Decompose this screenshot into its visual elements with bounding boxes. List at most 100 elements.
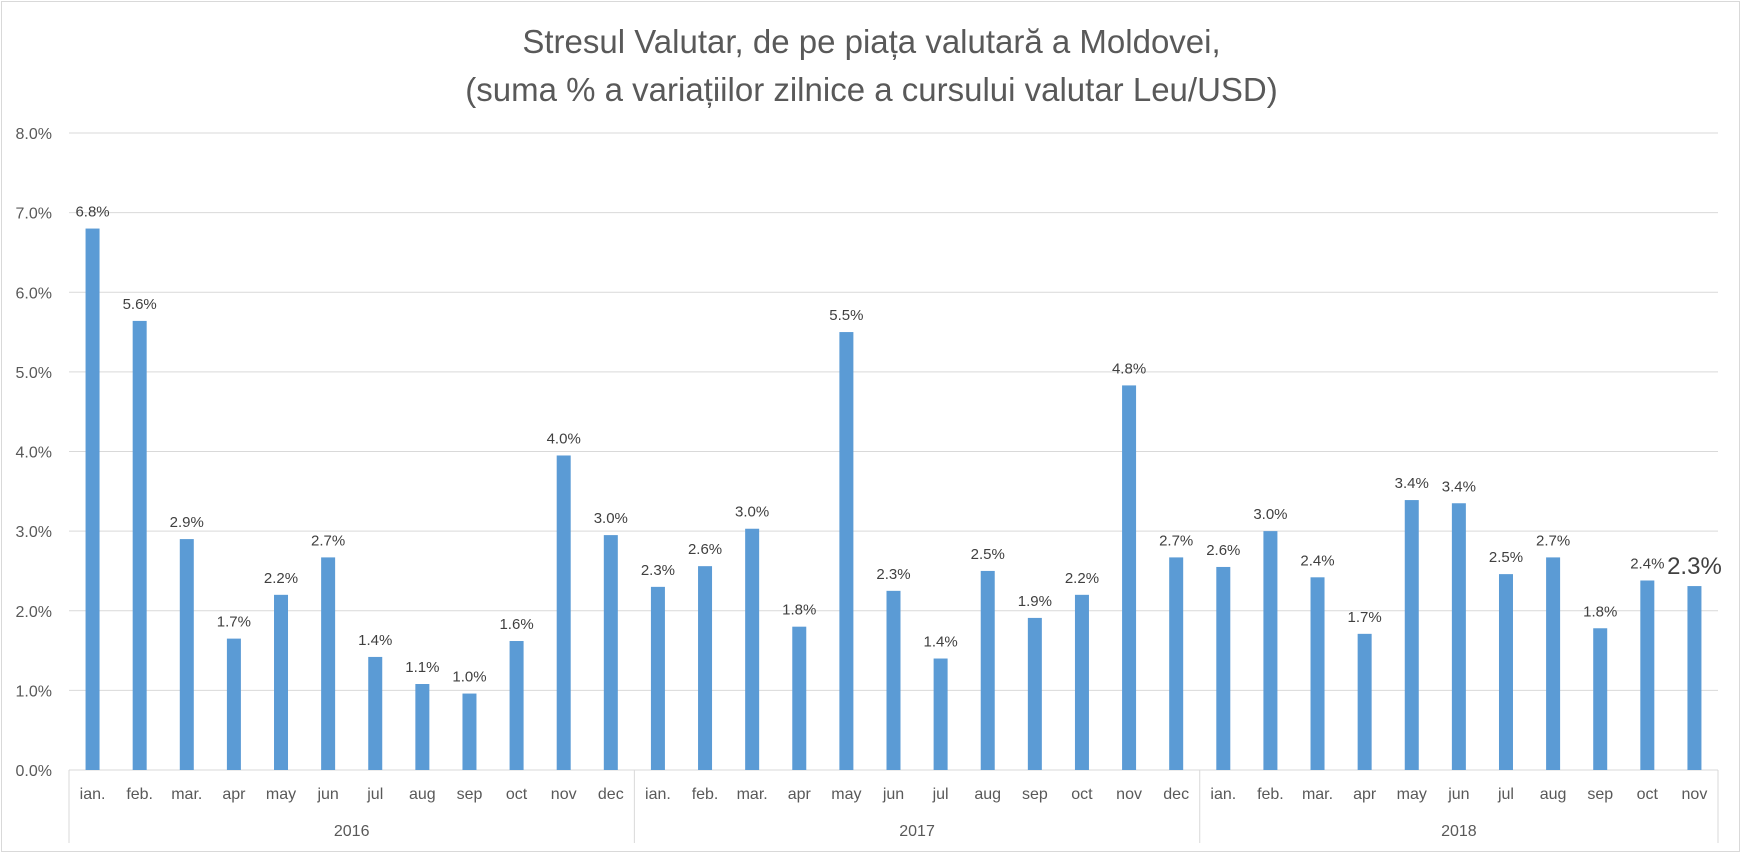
category-label: ian.: [645, 786, 671, 803]
category-label: aug: [1540, 786, 1567, 803]
data-label: 1.1%: [405, 659, 439, 676]
bar: [980, 570, 995, 770]
category-label: dec: [598, 786, 624, 803]
category-label: feb.: [126, 786, 153, 803]
bar: [1546, 557, 1561, 770]
data-label: 2.2%: [1065, 570, 1099, 587]
data-label: 2.2%: [264, 570, 298, 587]
category-label: apr: [788, 786, 812, 803]
category-label: sep: [1587, 786, 1613, 803]
data-label: 2.9%: [170, 514, 204, 531]
y-tick-label: 5.0%: [16, 365, 52, 382]
category-label: jun: [1447, 786, 1469, 803]
bar: [226, 638, 241, 770]
year-label: 2017: [899, 823, 935, 840]
category-label: aug: [409, 786, 436, 803]
category-label: jun: [882, 786, 904, 803]
category-label: mar.: [171, 786, 202, 803]
bar: [1122, 385, 1137, 770]
category-label: oct: [1637, 786, 1659, 803]
category-label: jul: [366, 786, 383, 803]
category-label: jul: [1497, 786, 1514, 803]
bar: [509, 641, 524, 770]
category-label: jun: [316, 786, 338, 803]
y-tick-label: 6.0%: [16, 285, 52, 302]
category-label: aug: [974, 786, 1001, 803]
bar: [1263, 531, 1278, 770]
data-label: 5.5%: [829, 307, 863, 324]
category-label: ian.: [1210, 786, 1236, 803]
chart-subtitle: (suma % a variațiilor zilnice a cursului…: [465, 71, 1278, 108]
bar: [698, 566, 713, 770]
data-label: 6.8%: [75, 204, 109, 221]
bar: [886, 590, 901, 770]
data-label: 4.0%: [547, 430, 581, 447]
data-label: 2.7%: [1159, 532, 1193, 549]
bar: [1310, 577, 1325, 770]
data-label: 3.0%: [594, 510, 628, 527]
bar: [1687, 586, 1702, 770]
bar: [745, 528, 760, 770]
category-label: feb.: [1257, 786, 1284, 803]
data-label: 2.7%: [311, 532, 345, 549]
bar: [85, 228, 100, 771]
category-label: apr: [222, 786, 246, 803]
category-label: oct: [1071, 786, 1093, 803]
y-tick-label: 4.0%: [16, 445, 52, 462]
y-tick-label: 1.0%: [16, 683, 52, 700]
data-label: 1.6%: [499, 616, 533, 633]
bar: [839, 332, 854, 770]
data-label: 5.6%: [123, 296, 157, 313]
category-label: mar.: [1302, 786, 1333, 803]
category-label: may: [266, 786, 296, 803]
data-label: 1.4%: [924, 634, 958, 651]
category-label: jul: [932, 786, 949, 803]
data-label: 3.4%: [1395, 475, 1429, 492]
data-label: 1.8%: [1583, 603, 1617, 620]
category-label: nov: [1116, 786, 1142, 803]
y-tick-label: 3.0%: [16, 524, 52, 541]
bar: [792, 626, 807, 770]
y-tick-label: 8.0%: [16, 126, 52, 143]
data-label: 2.6%: [1206, 542, 1240, 559]
category-label: nov: [551, 786, 577, 803]
bar: [1216, 566, 1231, 770]
category-label: nov: [1682, 786, 1708, 803]
bar: [933, 658, 948, 770]
bar: [1169, 557, 1184, 770]
data-label: 1.7%: [217, 614, 251, 631]
chart-title-block: Stresul Valutar, de pe piața valutară a …: [0, 18, 1743, 114]
chart-title: Stresul Valutar, de pe piața valutară a …: [522, 23, 1221, 60]
data-label: 1.4%: [358, 632, 392, 649]
data-label: 2.3%: [641, 562, 675, 579]
bar: [462, 693, 477, 770]
y-tick-label: 0.0%: [16, 763, 52, 780]
bar: [650, 586, 665, 770]
category-label: dec: [1163, 786, 1189, 803]
bar: [1357, 633, 1372, 770]
data-label: 2.3%: [1667, 553, 1722, 580]
bar: [1027, 617, 1042, 770]
data-label: 3.0%: [735, 504, 769, 521]
bar: [1451, 503, 1466, 770]
data-label: 2.3%: [876, 566, 910, 583]
data-label: 2.4%: [1300, 552, 1334, 569]
year-label: 2018: [1441, 823, 1477, 840]
bar: [321, 557, 336, 770]
data-label: 1.7%: [1348, 609, 1382, 626]
category-label: ian.: [80, 786, 106, 803]
data-label: 1.0%: [452, 669, 486, 686]
bar: [1640, 580, 1655, 770]
bar: [179, 539, 194, 770]
data-label: 1.8%: [782, 602, 816, 619]
bar: [1404, 500, 1419, 770]
year-label: 2016: [334, 823, 370, 840]
bar: [556, 455, 571, 770]
data-label: 3.4%: [1442, 478, 1476, 495]
y-tick-label: 7.0%: [16, 206, 52, 223]
bar: [368, 656, 383, 770]
category-label: sep: [457, 786, 483, 803]
